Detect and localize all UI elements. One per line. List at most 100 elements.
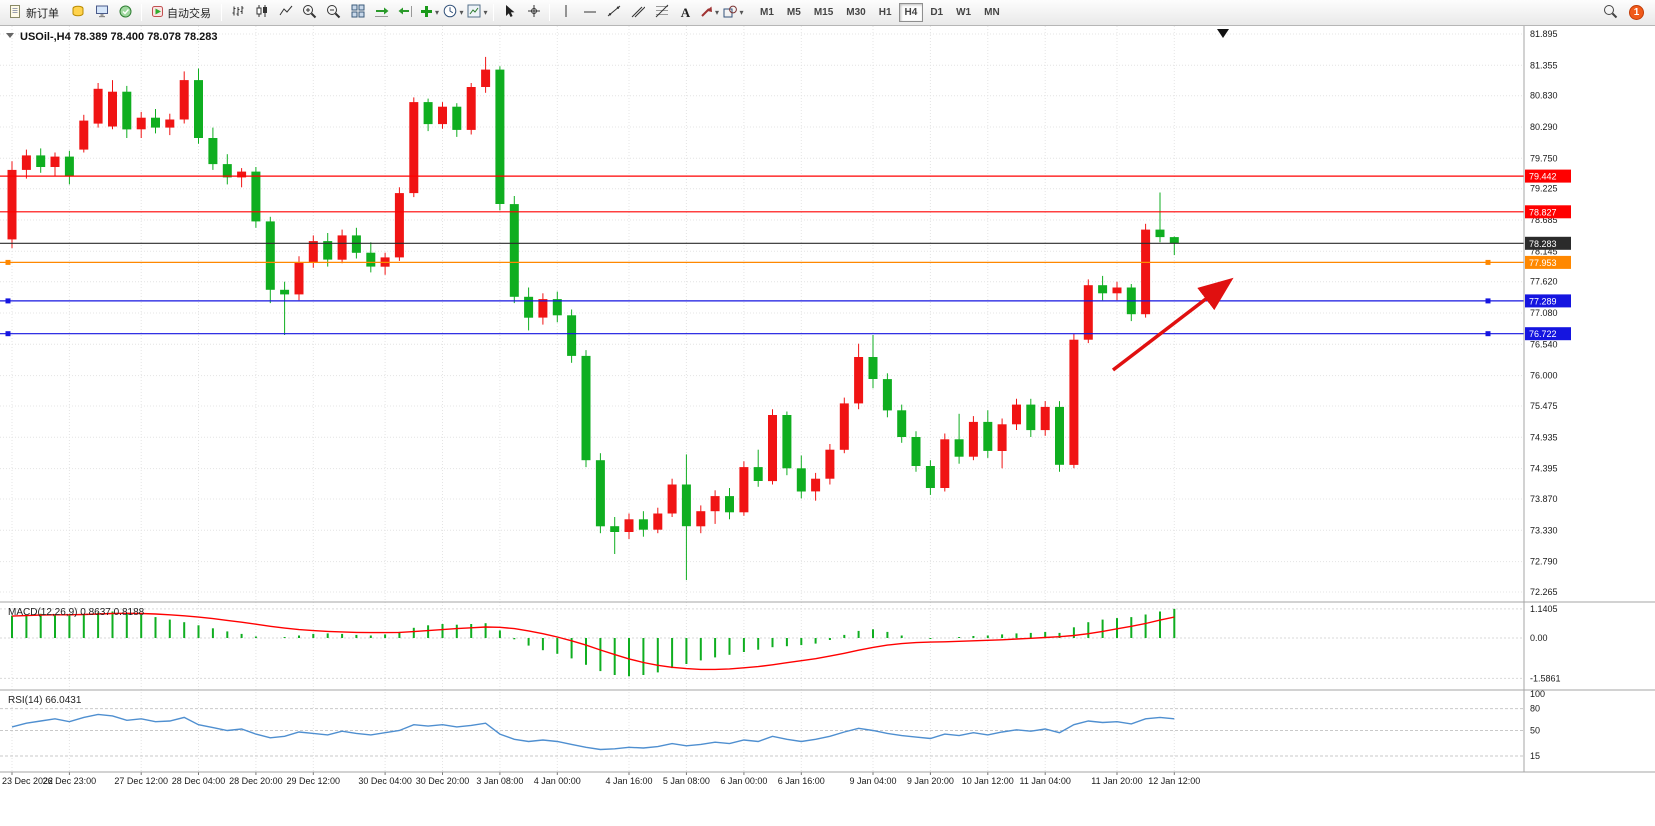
hline-76.722[interactable]: 76.722 bbox=[0, 327, 1571, 341]
indicators-button[interactable]: ▾ bbox=[418, 2, 441, 24]
monitor-icon bbox=[95, 5, 109, 21]
svg-text:81.895: 81.895 bbox=[1530, 29, 1558, 39]
search-button[interactable] bbox=[1599, 2, 1622, 24]
new-order-button[interactable]: 新订单 bbox=[3, 2, 65, 24]
svg-text:73.330: 73.330 bbox=[1530, 525, 1558, 535]
periods-button[interactable]: ▾ bbox=[442, 2, 465, 24]
toolbar-separator bbox=[549, 4, 550, 21]
svg-text:15: 15 bbox=[1530, 751, 1540, 761]
svg-text:79.442: 79.442 bbox=[1529, 172, 1557, 182]
time-axis-label: 30 Dec 04:00 bbox=[358, 776, 412, 786]
rsi-line bbox=[11, 713, 1175, 751]
hline-78.827[interactable]: 78.827 bbox=[0, 205, 1571, 219]
timeframe-button-M1[interactable]: M1 bbox=[754, 3, 780, 22]
notification-badge[interactable]: 1 bbox=[1629, 5, 1644, 20]
dropdown-caret-icon[interactable]: ▾ bbox=[739, 8, 744, 17]
line-handle bbox=[1485, 298, 1491, 304]
crosshair-tool-button[interactable] bbox=[522, 2, 545, 24]
text-tool-button[interactable]: A bbox=[674, 2, 697, 24]
line-chart-icon bbox=[279, 4, 293, 21]
price-tag bbox=[1525, 205, 1571, 219]
chart-area[interactable]: 81.895 81.355 80.830 80.290 79.750 79.225 78.6… bbox=[0, 26, 1655, 826]
terminal-button[interactable] bbox=[90, 2, 113, 24]
zoom-out-icon bbox=[326, 4, 341, 22]
svg-text:72.265: 72.265 bbox=[1530, 587, 1558, 597]
zoom-out-button[interactable] bbox=[322, 2, 345, 24]
hline-77.953[interactable]: 77.953 bbox=[0, 255, 1571, 269]
time-axis-label: 11 Jan 04:00 bbox=[1020, 776, 1071, 786]
svg-text:73.870: 73.870 bbox=[1530, 494, 1558, 504]
timeframe-button-W1[interactable]: W1 bbox=[950, 3, 977, 22]
time-axis-label: 28 Dec 04:00 bbox=[172, 776, 226, 786]
collapse-objects-icon[interactable] bbox=[6, 33, 14, 38]
vertical-line-tool-button[interactable] bbox=[554, 2, 577, 24]
fibonacci-tool-button[interactable] bbox=[650, 2, 673, 24]
arrow-object-icon bbox=[700, 5, 713, 21]
timeframe-button-M15[interactable]: M15 bbox=[808, 3, 839, 22]
trend-arrow-annotation[interactable] bbox=[1111, 277, 1234, 372]
time-axis-label: 9 Jan 04:00 bbox=[849, 776, 896, 786]
coins-icon bbox=[71, 5, 85, 21]
price-tag bbox=[1525, 294, 1571, 308]
dropdown-caret-icon[interactable]: ▾ bbox=[483, 8, 488, 17]
svg-text:77.620: 77.620 bbox=[1530, 277, 1558, 287]
svg-text:79.750: 79.750 bbox=[1530, 153, 1558, 163]
time-axis-label: 6 Jan 16:00 bbox=[778, 776, 825, 786]
horizontal-line-tool-button[interactable] bbox=[578, 2, 601, 24]
auto-trading-play-icon bbox=[152, 5, 163, 20]
shapes-tool-button[interactable]: ▾ bbox=[722, 2, 745, 24]
hline-79.442[interactable]: 79.442 bbox=[0, 169, 1571, 183]
channel-tool-button[interactable] bbox=[626, 2, 649, 24]
auto-scroll-button[interactable] bbox=[370, 2, 393, 24]
market-watch-button[interactable] bbox=[66, 2, 89, 24]
hline-77.289[interactable]: 77.289 bbox=[0, 294, 1571, 308]
timeframe-button-M5[interactable]: M5 bbox=[781, 3, 807, 22]
toolbar-separator bbox=[493, 4, 494, 21]
svg-text:72.790: 72.790 bbox=[1530, 557, 1558, 567]
auto-trading-button[interactable]: 自动交易 bbox=[146, 2, 217, 24]
dropdown-caret-icon[interactable]: ▾ bbox=[434, 8, 439, 17]
chart-shift-icon bbox=[398, 5, 413, 21]
new-order-label: 新订单 bbox=[26, 7, 59, 20]
text-label-icon: A bbox=[680, 4, 691, 20]
bars-chart-icon bbox=[231, 4, 245, 21]
line-handle bbox=[1485, 331, 1491, 337]
toolbar-right-group: 1 bbox=[1599, 2, 1652, 24]
line-handle bbox=[5, 298, 11, 304]
arrows-tool-button[interactable]: ▾ bbox=[698, 2, 721, 24]
timeframe-button-M30[interactable]: M30 bbox=[840, 3, 871, 22]
timeframe-button-H4[interactable]: H4 bbox=[898, 3, 924, 22]
time-axis-label: 29 Dec 12:00 bbox=[287, 776, 341, 786]
auto-trading-label: 自动交易 bbox=[167, 7, 211, 20]
search-icon bbox=[1603, 4, 1618, 22]
candlestick-chart-type-button[interactable] bbox=[250, 2, 273, 24]
line-handle bbox=[5, 259, 11, 265]
arrow-down-marker[interactable] bbox=[1217, 29, 1229, 38]
chart-shift-button[interactable] bbox=[394, 2, 417, 24]
mobile-trading-button[interactable] bbox=[114, 2, 137, 24]
svg-text:77.289: 77.289 bbox=[1529, 296, 1557, 306]
templates-button[interactable]: ▾ bbox=[466, 2, 489, 24]
line-chart-type-button[interactable] bbox=[274, 2, 297, 24]
svg-text:-1.5861: -1.5861 bbox=[1530, 673, 1561, 683]
timeframe-button-D1[interactable]: D1 bbox=[924, 3, 949, 22]
time-axis-label: 9 Jan 20:00 bbox=[907, 776, 954, 786]
cursor-tool-button[interactable] bbox=[498, 2, 521, 24]
timeframe-button-H1[interactable]: H1 bbox=[873, 3, 898, 22]
hline-78.283[interactable]: 78.283 bbox=[0, 236, 1571, 250]
dropdown-caret-icon[interactable]: ▾ bbox=[459, 8, 464, 17]
shapes-icon bbox=[723, 5, 738, 21]
bar-chart-type-button[interactable] bbox=[226, 2, 249, 24]
tile-windows-button[interactable] bbox=[346, 2, 369, 24]
candles-chart-icon bbox=[255, 4, 269, 21]
svg-text:77.080: 77.080 bbox=[1530, 308, 1558, 318]
line-handle bbox=[5, 331, 11, 337]
zoom-in-button[interactable] bbox=[298, 2, 321, 24]
svg-text:50: 50 bbox=[1530, 726, 1540, 736]
trendline-tool-button[interactable] bbox=[602, 2, 625, 24]
auto-scroll-icon bbox=[374, 5, 389, 21]
timeframe-button-MN[interactable]: MN bbox=[978, 3, 1006, 22]
time-axis-label: 12 Jan 12:00 bbox=[1148, 776, 1200, 786]
price-tag bbox=[1525, 327, 1571, 341]
dropdown-caret-icon[interactable]: ▾ bbox=[714, 8, 719, 17]
